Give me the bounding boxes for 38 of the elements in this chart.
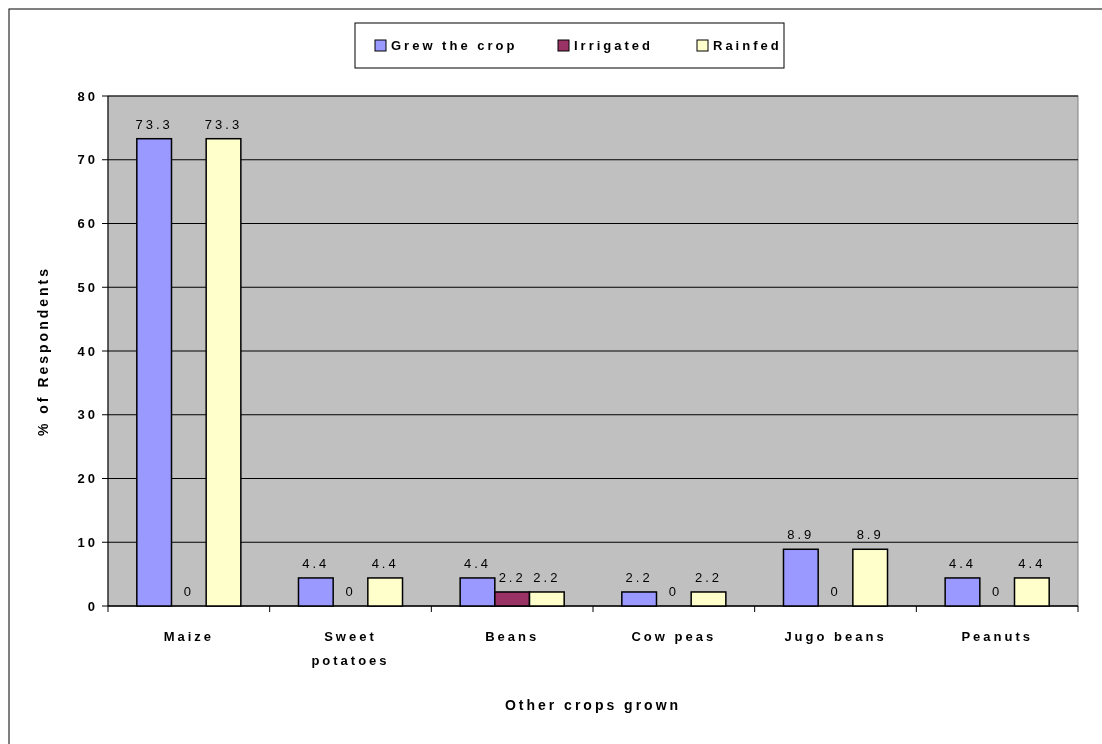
- data-label: 73.3: [204, 116, 243, 132]
- data-label: 2.2: [498, 569, 526, 585]
- data-label: 2.2: [694, 569, 723, 585]
- legend-label: Rainfed: [713, 38, 782, 53]
- data-label: 0: [992, 584, 1003, 599]
- data-label: 0: [668, 584, 679, 599]
- data-label: 2.2: [533, 569, 561, 585]
- y-tick-label: 40: [77, 343, 98, 359]
- data-label: 4.4: [1018, 555, 1046, 571]
- data-label: 4.4: [948, 555, 977, 571]
- x-tick-label: Jugo beans: [784, 629, 887, 644]
- x-tick-label: Maize: [163, 629, 215, 644]
- y-tick-label: 20: [77, 471, 98, 487]
- data-label: 4.4: [302, 555, 330, 571]
- legend-label: Irrigated: [574, 38, 654, 53]
- x-tick-label: Beans: [485, 629, 540, 644]
- data-label: 8.9: [787, 527, 815, 543]
- y-tick-label: 60: [77, 216, 98, 232]
- x-axis-title: Other crops grown: [504, 697, 682, 713]
- data-label: 0: [830, 584, 841, 599]
- data-label: 4.4: [371, 555, 399, 571]
- data-label: 0: [345, 584, 356, 599]
- y-tick-label: 80: [77, 88, 98, 104]
- data-label: 8.9: [856, 527, 884, 543]
- data-label: 4.4: [463, 555, 492, 571]
- y-tick-label: 0: [87, 598, 98, 614]
- y-axis-title: % of Respondents: [35, 265, 51, 437]
- x-tick-label: Cow peas: [631, 629, 717, 644]
- y-tick-label: 10: [77, 534, 98, 550]
- data-label: 2.2: [625, 569, 653, 585]
- y-tick-label: 50: [77, 279, 98, 295]
- legend-label: Grew the crop: [391, 38, 518, 53]
- x-tick-label: Sweet potatoes: [311, 629, 390, 668]
- data-label: 0: [183, 584, 194, 599]
- data-label: 73.3: [135, 116, 173, 132]
- x-tick-label: Peanuts: [961, 629, 1033, 644]
- y-tick-label: 70: [77, 152, 98, 168]
- y-tick-label: 30: [77, 407, 98, 423]
